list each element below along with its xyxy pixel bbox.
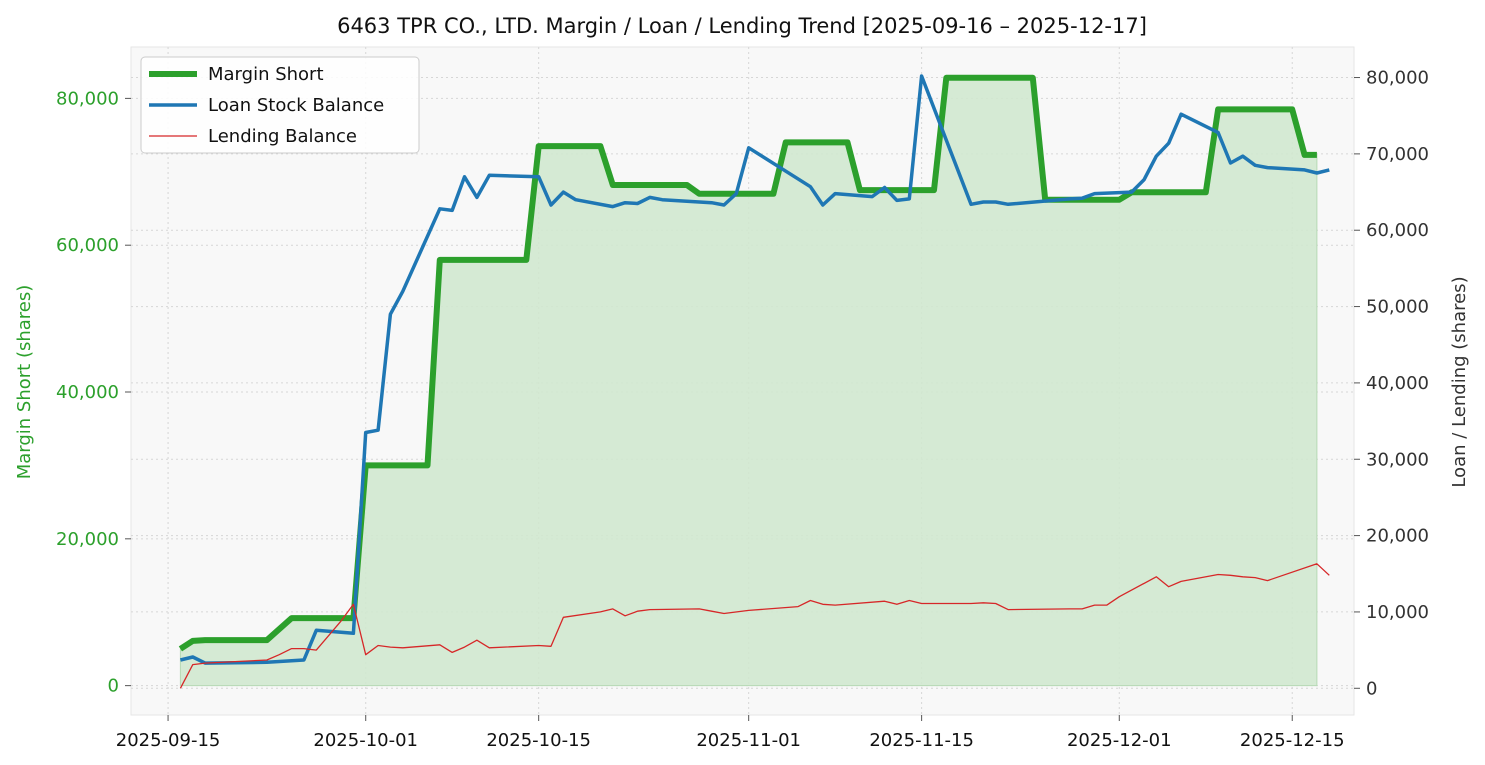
y-right-tick-label: 30,000 [1366,449,1429,470]
series-lines-layer [178,74,1330,689]
loan-stock-balance-line [179,74,1330,665]
legend: Margin Short Loan Stock Balance Lending Ba… [140,56,420,154]
chart-title: 6463 TPR CO., LTD. Margin / Loan / Lendi… [337,14,1147,38]
axes-layer: 0 20,000 40,000 60,000 80,000 0 10,000 20,000 30… [56,68,1429,751]
y-right-tick-label: 50,000 [1366,297,1429,318]
y-right-tick-label: 80,000 [1366,68,1429,89]
y-right-tick-label: 10,000 [1366,602,1429,623]
legend-label: Margin Short [208,64,324,85]
x-tick-label: 2025-12-15 [1240,730,1345,751]
legend-box [140,56,420,154]
y-right-tick-label: 0 [1366,678,1377,699]
legend-label: Lending Balance [208,126,357,147]
legend-label: Loan Stock Balance [208,95,384,116]
x-tick-label: 2025-11-01 [696,730,801,751]
y-left-tick-label: 60,000 [56,235,119,256]
y-left-tick-label: 80,000 [56,88,119,109]
y-right-tick-label: 70,000 [1366,144,1429,165]
x-tick-label: 2025-09-15 [116,730,221,751]
x-tick-label: 2025-10-01 [313,730,418,751]
lending-balance-line [179,563,1330,689]
y-right-tick-label: 60,000 [1366,220,1429,241]
y-right-tick-label: 40,000 [1366,373,1429,394]
x-tick-label: 2025-11-15 [869,730,974,751]
y-right-axis-label: Loan / Lending (shares) [1449,276,1470,487]
y-right-tick-label: 20,000 [1366,526,1429,547]
y-left-tick-label: 20,000 [56,529,119,550]
x-tick-label: 2025-10-15 [486,730,591,751]
y-left-axis-label: Margin Short (shares) [14,285,35,480]
y-left-tick-label: 40,000 [56,382,119,403]
x-tick-label: 2025-12-01 [1067,730,1172,751]
y-left-tick-label: 0 [108,676,119,697]
